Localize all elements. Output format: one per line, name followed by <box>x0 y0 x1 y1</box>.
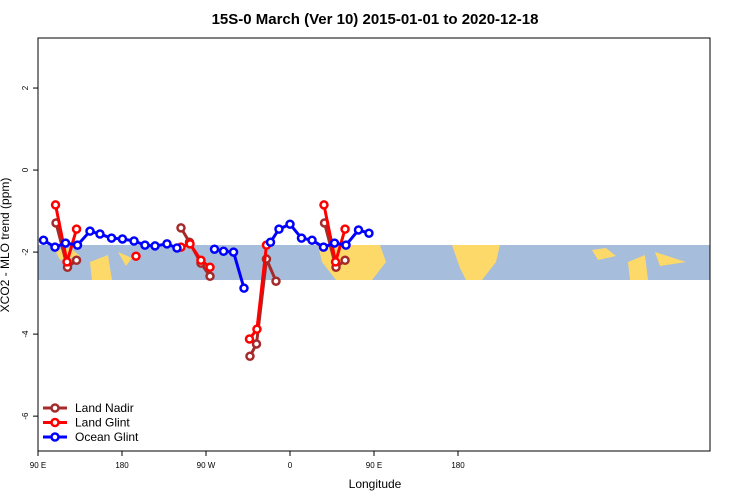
y-tick-label: 2 <box>21 85 30 90</box>
point <box>205 271 215 282</box>
legend-label: Ocean Glint <box>75 430 139 444</box>
point <box>239 283 249 293</box>
x-axis-label: Longitude <box>349 477 402 491</box>
point <box>307 235 317 245</box>
point <box>209 244 220 254</box>
legend-label: Land Nadir <box>75 401 134 415</box>
point <box>341 240 351 250</box>
x-tick-label: 180 <box>451 461 465 470</box>
point <box>218 246 229 257</box>
x-tick-label: 90 W <box>197 461 216 470</box>
point <box>106 233 117 243</box>
legend-marker <box>50 417 60 428</box>
point <box>196 255 206 266</box>
point <box>62 257 72 267</box>
point <box>329 238 340 248</box>
point <box>50 200 61 210</box>
plot-frame <box>37 37 711 452</box>
point <box>162 239 172 249</box>
point <box>38 235 49 245</box>
land <box>452 245 500 280</box>
point <box>340 224 350 234</box>
point <box>71 224 82 234</box>
point <box>353 225 364 235</box>
point <box>72 240 83 250</box>
point <box>319 200 329 210</box>
land <box>55 248 132 280</box>
x-tick-label: 180 <box>115 461 129 470</box>
point <box>172 243 182 253</box>
legend-marker <box>50 403 60 413</box>
point <box>117 234 128 244</box>
point <box>245 351 255 362</box>
y-tick-label: -4 <box>21 330 30 338</box>
series-line <box>54 222 346 357</box>
point <box>129 236 139 246</box>
legend-marker <box>50 432 60 442</box>
point <box>50 242 60 252</box>
x-tick-label: 90 E <box>366 461 382 470</box>
map-strip <box>38 245 710 280</box>
x-tick-label: 90 E <box>30 461 46 470</box>
point <box>85 226 95 236</box>
point <box>176 223 186 233</box>
y-tick-label: 0 <box>21 167 30 172</box>
point <box>271 276 281 286</box>
point <box>228 247 239 257</box>
y-tick-label: -2 <box>21 248 30 256</box>
point <box>364 228 374 238</box>
point <box>95 229 105 239</box>
point <box>140 240 150 250</box>
point <box>318 242 329 252</box>
point <box>296 233 307 243</box>
point <box>205 262 215 273</box>
point <box>131 251 141 261</box>
point <box>274 224 284 234</box>
point <box>330 257 341 267</box>
land <box>592 248 686 280</box>
point <box>251 339 262 349</box>
y-axis-label: XCO2 - MLO trend (ppm) <box>0 178 12 313</box>
point <box>340 255 350 266</box>
x-tick-label: 0 <box>288 461 293 470</box>
point <box>185 239 195 249</box>
point <box>71 255 82 266</box>
chart-title: 15S-0 March (Ver 10) 2015-01-01 to 2020-… <box>212 11 539 28</box>
point <box>285 219 295 229</box>
point <box>60 238 71 248</box>
point <box>265 237 276 247</box>
point <box>150 241 160 251</box>
legend-label: Land Glint <box>75 416 130 430</box>
point <box>252 324 262 334</box>
point <box>244 334 255 344</box>
y-tick-label: -6 <box>21 412 30 420</box>
